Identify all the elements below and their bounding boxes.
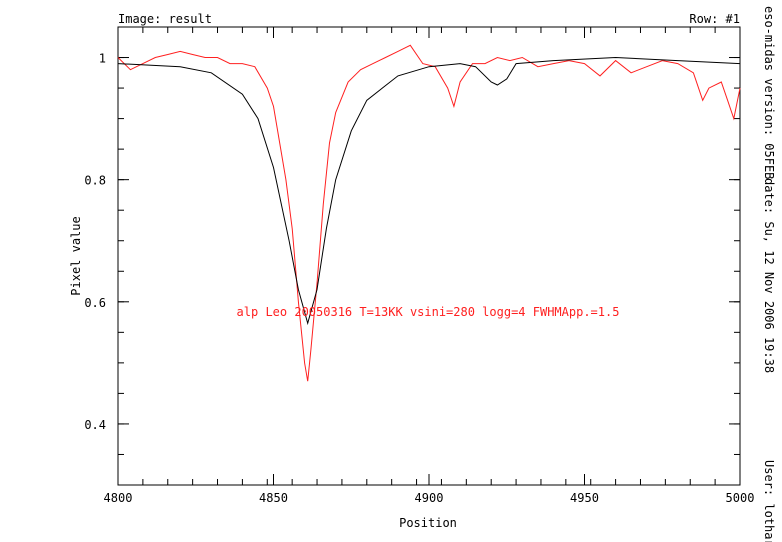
x-tick-label: 4900 (415, 491, 444, 505)
y-tick-label: 0.4 (84, 418, 106, 432)
row-label: Row: #1 (689, 12, 740, 26)
y-tick-label: 1 (99, 52, 106, 66)
y-tick-label: 0.6 (84, 296, 106, 310)
x-tick-label: 4800 (104, 491, 133, 505)
image-label: Image: result (118, 12, 212, 26)
version-text: eso-midas version: 05FEB (762, 6, 776, 179)
model-spectrum-line (117, 56, 741, 326)
annotation: alp Leo 20050316 T=13KK vsini=280 logg=4… (237, 305, 620, 319)
x-tick-label: 5000 (726, 491, 755, 505)
observed-spectrum-line (117, 44, 741, 382)
y-axis-label: Pixel value (69, 216, 83, 295)
x-tick-label: 4950 (570, 491, 599, 505)
x-axis-label: Position (399, 516, 457, 530)
plot-frame (117, 26, 741, 486)
date-text: date: Su, 12 Nov 2006 19:38 (762, 178, 776, 373)
user-text: User: lothar (762, 460, 776, 542)
y-tick-label: 0.8 (84, 174, 106, 188)
x-tick-label: 4850 (259, 491, 288, 505)
